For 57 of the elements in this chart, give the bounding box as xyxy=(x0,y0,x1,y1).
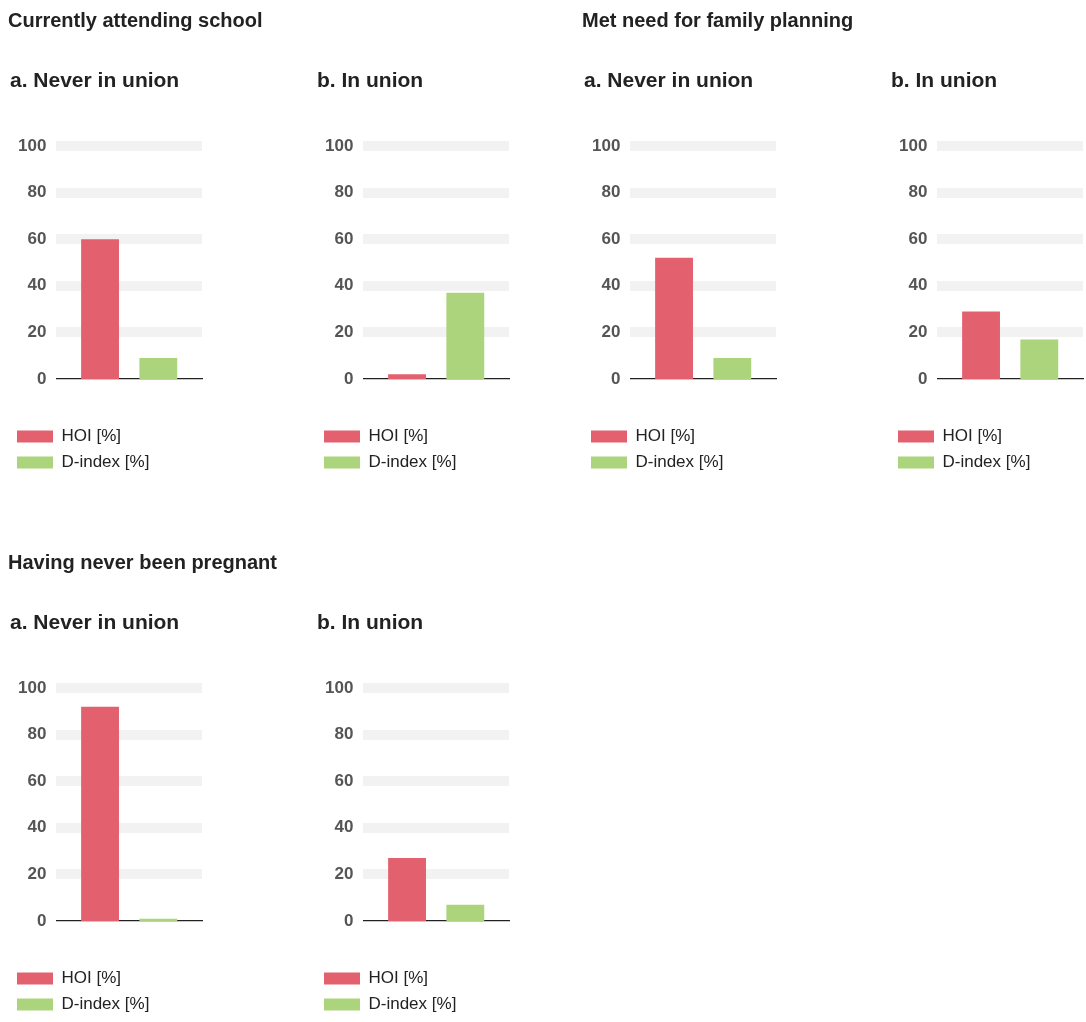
y-tick-label: 80 xyxy=(601,182,621,202)
y-tick-label: 80 xyxy=(334,724,354,744)
chart-subtitle: b. In union xyxy=(891,67,999,93)
chart-subtitle: a. Never in union xyxy=(584,67,755,93)
legend-label: D-index [%] xyxy=(61,452,150,472)
y-tick-label: 100 xyxy=(17,677,47,697)
legend-label: HOI [%] xyxy=(61,968,122,988)
y-tick-label: 20 xyxy=(27,322,47,342)
y-tick-label: 0 xyxy=(343,910,354,930)
legend-label: D-index [%] xyxy=(635,452,724,472)
y-tick-label: 0 xyxy=(343,368,354,388)
chart-title: Having never been pregnant xyxy=(8,550,277,575)
y-tick-label: 80 xyxy=(27,724,47,744)
y-tick-label: 40 xyxy=(334,275,354,295)
legend-label: HOI [%] xyxy=(368,968,429,988)
y-tick-label: 40 xyxy=(601,275,621,295)
y-tick-label: 60 xyxy=(908,228,928,248)
legend-label: HOI [%] xyxy=(61,426,122,446)
y-tick-label: 20 xyxy=(334,322,354,342)
legend-label: D-index [%] xyxy=(368,994,457,1014)
chart-title: Currently attending school xyxy=(8,8,263,33)
chart-subtitle: b. In union xyxy=(317,67,425,93)
legend-label: HOI [%] xyxy=(368,426,429,446)
y-tick-label: 100 xyxy=(324,135,354,155)
y-tick-label: 0 xyxy=(610,368,621,388)
y-tick-label: 100 xyxy=(898,135,928,155)
y-tick-label: 60 xyxy=(27,228,47,248)
y-tick-label: 100 xyxy=(17,135,47,155)
legend-label: D-index [%] xyxy=(942,452,1031,472)
y-tick-label: 100 xyxy=(591,135,621,155)
y-tick-label: 40 xyxy=(908,275,928,295)
y-tick-label: 60 xyxy=(334,228,354,248)
y-tick-label: 60 xyxy=(334,770,354,790)
y-tick-label: 40 xyxy=(334,817,354,837)
y-tick-label: 20 xyxy=(27,864,47,884)
y-tick-label: 60 xyxy=(601,228,621,248)
y-tick-label: 20 xyxy=(334,864,354,884)
legend-label: HOI [%] xyxy=(942,426,1003,446)
y-tick-label: 80 xyxy=(908,182,928,202)
y-tick-label: 40 xyxy=(27,275,47,295)
y-tick-label: 40 xyxy=(27,817,47,837)
chart-title: Met need for family planning xyxy=(582,8,854,33)
y-tick-label: 100 xyxy=(324,677,354,697)
y-tick-label: 80 xyxy=(334,182,354,202)
chart-subtitle: b. In union xyxy=(317,609,425,635)
chart-subtitle: a. Never in union xyxy=(10,67,181,93)
y-tick-label: 20 xyxy=(908,322,928,342)
y-tick-label: 80 xyxy=(27,182,47,202)
y-tick-label: 0 xyxy=(36,368,47,388)
legend-label: D-index [%] xyxy=(368,452,457,472)
y-tick-label: 20 xyxy=(601,322,621,342)
legend-label: D-index [%] xyxy=(61,994,150,1014)
y-tick-label: 0 xyxy=(917,368,928,388)
chart-subtitle: a. Never in union xyxy=(10,609,181,635)
legend-label: HOI [%] xyxy=(635,426,696,446)
y-tick-label: 60 xyxy=(27,770,47,790)
y-tick-label: 0 xyxy=(36,910,47,930)
